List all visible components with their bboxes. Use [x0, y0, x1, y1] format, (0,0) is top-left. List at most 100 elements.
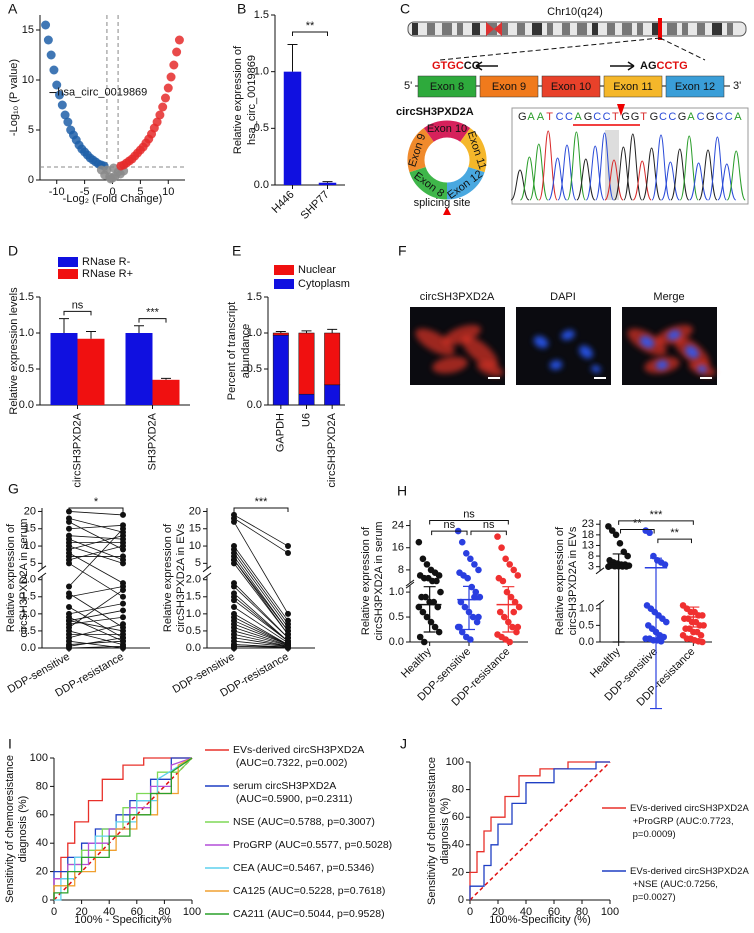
- chromosome-band: [562, 23, 570, 35]
- pair-line: [68, 616, 124, 625]
- point: [49, 65, 59, 75]
- pair-line: [233, 545, 289, 621]
- point: [657, 638, 665, 645]
- significance-label: ***: [650, 509, 664, 521]
- exon: [417, 75, 477, 98]
- trace-peak: [670, 148, 690, 201]
- y-tick-label: 24: [392, 519, 404, 531]
- x-tick-label: -5: [80, 186, 90, 198]
- pair-line: [68, 586, 124, 598]
- y-axis-label: diagnosis (%): [439, 798, 451, 865]
- legend-label: Cytoplasm: [298, 278, 350, 290]
- exon: [541, 75, 601, 98]
- x-tick-label: 100: [183, 906, 201, 918]
- y-axis-label: Relative expression levels: [8, 287, 20, 415]
- micrograph: [516, 307, 611, 385]
- sd-bar: [423, 586, 436, 633]
- pair-line: [233, 593, 289, 642]
- y-tick-label: 0.0: [579, 636, 594, 648]
- trace-peak: [632, 160, 652, 201]
- bar-segment: [272, 334, 289, 406]
- point: [473, 618, 481, 626]
- point: [467, 555, 474, 563]
- significance-bracket: [138, 318, 167, 323]
- point: [158, 102, 168, 112]
- ring-segment: [423, 120, 471, 143]
- sequence: GA A T CCA GCCT GGT GCCGA CGCCA: [518, 111, 742, 123]
- y-axis-label: Sensitivity of chemoresistance: [426, 757, 438, 905]
- bar: [152, 379, 180, 405]
- trace-peak: [660, 161, 680, 201]
- cell: [697, 365, 707, 373]
- point: [120, 634, 126, 641]
- point: [163, 83, 173, 93]
- pair-line: [233, 596, 289, 642]
- x-tick-label: 40: [103, 906, 115, 918]
- chromosome-band: [457, 23, 463, 35]
- channel-label: circSH3PXD2A: [420, 291, 495, 303]
- significance-bracket: [68, 507, 124, 512]
- y-tick-label: 0: [458, 894, 464, 906]
- roc-curve: [469, 761, 610, 900]
- panel-label: B: [237, 1, 246, 17]
- point: [41, 20, 51, 30]
- y-tick-label: 15: [189, 523, 201, 535]
- legend-label: CEA (AUC=0.5467, p=0.5346): [233, 862, 374, 874]
- y-tick-label: 8: [398, 564, 404, 576]
- legend-label: CA125 (AUC=0.5228, p=0.7618): [233, 885, 385, 897]
- legend-label: EVs-derived circSH3PXD2A (AUC=0.7322, p=…: [233, 744, 364, 769]
- point: [494, 533, 501, 540]
- chromosome-band: [577, 23, 587, 35]
- error-bar: [322, 181, 333, 183]
- pair-line: [68, 610, 124, 622]
- pair-line: [68, 552, 124, 584]
- chromosome-band: [652, 23, 660, 35]
- y-axis-label: circSH3PXD2A in serum: [373, 521, 385, 640]
- cell: [549, 360, 563, 370]
- primer: GTGCCG: [432, 60, 480, 72]
- point: [464, 574, 471, 582]
- splice-arrow: [443, 207, 451, 215]
- point: [120, 586, 126, 593]
- significance-label: **: [670, 527, 679, 539]
- y-tick-label: 10: [189, 540, 201, 552]
- pair-line: [233, 521, 289, 615]
- point: [472, 588, 480, 596]
- y-tick-label: 100: [30, 752, 48, 764]
- three-prime: 3': [733, 80, 741, 92]
- pair-line: [233, 616, 289, 645]
- sd-bar: [463, 585, 475, 631]
- y-axis-label: Relative expression of: [162, 523, 174, 632]
- y-tick-label: 0.0: [254, 179, 269, 191]
- y-tick-label: 0.0: [21, 642, 36, 654]
- point: [509, 623, 516, 631]
- pair-line: [233, 586, 289, 639]
- y-tick-label: 0.5: [21, 625, 36, 637]
- bar: [50, 333, 78, 405]
- sd-bar: [612, 553, 625, 643]
- panel-label: E: [232, 243, 241, 259]
- significance-bracket: [470, 530, 507, 536]
- axis-break: [37, 565, 47, 580]
- trace-peak: [679, 135, 699, 201]
- y-tick-label: 13: [582, 539, 594, 551]
- point: [106, 174, 116, 184]
- y-axis-label: circSH3PXD2A in EVs: [567, 526, 579, 635]
- point: [515, 603, 523, 611]
- y-tick-label: 2.0: [21, 574, 36, 586]
- y-axis-label: -Log₁₀ (P value): [8, 59, 20, 136]
- point: [66, 645, 72, 651]
- y-tick-label: 5: [195, 557, 201, 569]
- y-axis-label: Relative expression of: [232, 45, 244, 154]
- sd-bar: [687, 606, 700, 628]
- primer-arrow: [475, 61, 498, 71]
- point: [457, 598, 465, 606]
- trace-peak: [529, 143, 549, 201]
- point: [120, 511, 126, 518]
- point: [120, 621, 126, 628]
- x-tick-label: 100: [601, 906, 619, 918]
- bar: [283, 71, 302, 185]
- point: [475, 613, 482, 621]
- error-bar: [327, 328, 338, 333]
- chromosome-band: [532, 23, 542, 35]
